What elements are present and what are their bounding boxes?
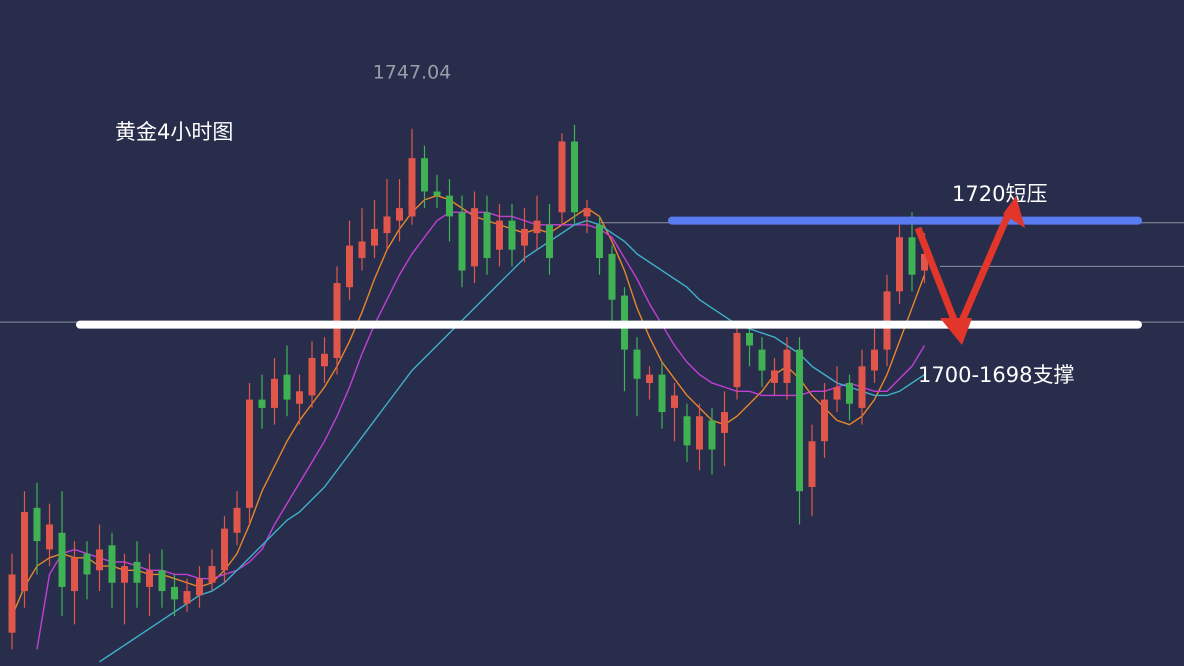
candle-body — [158, 570, 166, 592]
candle-body — [496, 220, 503, 250]
candle-body — [408, 158, 416, 217]
candle-body — [33, 507, 41, 542]
candle-body — [546, 224, 553, 259]
candle-body — [321, 353, 328, 367]
candle-body — [383, 216, 391, 234]
candle-body — [221, 528, 228, 571]
high-label: 1747.04 — [373, 62, 452, 84]
candle-body — [471, 208, 478, 267]
candle-body — [358, 241, 366, 259]
candle-body — [583, 208, 591, 217]
candle-body — [133, 561, 141, 583]
candle-body — [121, 566, 128, 583]
candle-body — [808, 441, 816, 488]
candle-body — [308, 357, 316, 396]
candle-body — [421, 158, 428, 192]
candle-body — [883, 291, 891, 350]
candle-body — [346, 245, 353, 288]
candle-body — [608, 253, 616, 300]
candle-body — [271, 378, 278, 408]
candle-body — [433, 191, 441, 196]
candle-body — [371, 228, 378, 246]
candle-body — [21, 511, 28, 592]
candle-body — [483, 212, 491, 259]
candle-body — [283, 374, 291, 400]
arrow-head — [1003, 196, 1025, 228]
candle-body — [521, 228, 528, 246]
candle-body — [246, 399, 253, 508]
candle-body — [258, 399, 266, 408]
support-label: 1700-1698支撑 — [918, 363, 1074, 387]
candle-body — [8, 574, 16, 633]
candle-body — [83, 553, 91, 575]
candle-body — [96, 549, 103, 571]
candle-body — [833, 387, 841, 400]
candle-body — [771, 370, 778, 383]
candle-body — [721, 412, 728, 433]
candle-body — [796, 349, 803, 492]
candle-body — [108, 545, 116, 583]
forecast-arrow — [914, 196, 1025, 345]
candle-body — [196, 578, 203, 596]
candle-body — [596, 224, 603, 259]
candle-body — [171, 586, 178, 600]
candle-body — [508, 220, 516, 250]
candle-body — [683, 416, 691, 446]
candle-body — [183, 591, 191, 604]
candle-body — [571, 141, 578, 213]
candle-body — [533, 220, 541, 234]
candle-body — [858, 366, 866, 408]
candle-body — [708, 420, 716, 450]
candle-body — [71, 557, 78, 592]
candle-body — [921, 253, 928, 271]
candle-body — [633, 349, 641, 379]
candle-body — [733, 333, 741, 388]
candle-body — [296, 391, 303, 404]
candle-body — [658, 374, 666, 413]
candle-body — [58, 532, 66, 587]
candle-body — [746, 333, 753, 346]
candle-body — [671, 395, 678, 408]
candle-body — [696, 416, 703, 450]
resistance-label: 1720短压 — [952, 182, 1047, 206]
candle-body — [908, 237, 916, 275]
candle-body — [208, 566, 216, 583]
candle-body — [446, 195, 453, 217]
candle-body — [783, 349, 791, 383]
candle-body — [896, 237, 903, 292]
ma-line — [36, 211, 926, 650]
candle-body — [558, 141, 566, 213]
arrow-head — [940, 318, 972, 345]
candle-body — [333, 283, 341, 358]
candle-body — [233, 507, 241, 533]
candle-body — [146, 570, 153, 587]
candle-body — [846, 382, 853, 404]
candle-body — [646, 374, 653, 383]
candle-body — [821, 399, 828, 442]
candle-body — [871, 349, 878, 371]
chart-title: 黄金4小时图 — [115, 120, 233, 144]
candle-body — [458, 212, 466, 271]
candle-body — [396, 208, 403, 221]
candle-body — [46, 524, 53, 550]
candle-body — [758, 349, 766, 371]
